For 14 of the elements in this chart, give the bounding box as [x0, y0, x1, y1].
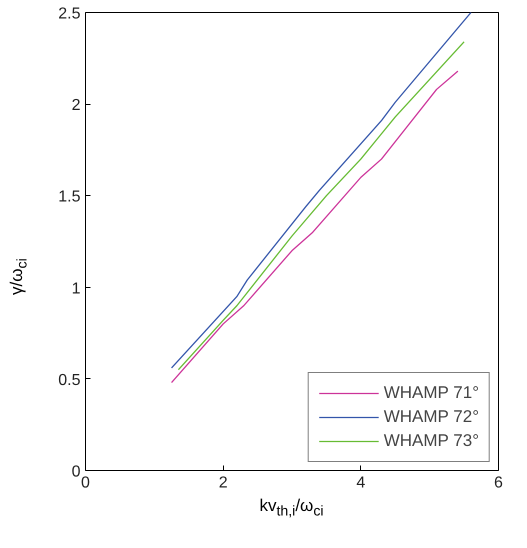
x-axis-title: kv$_{th,i}$/ω$_{ci}$ [258, 495, 325, 522]
legend-label: WHAMP 73° [384, 431, 479, 451]
y-tick-label: 1.5 [58, 188, 81, 206]
y-tick-label: 2.5 [58, 6, 81, 22]
y-tick-label: 2 [72, 97, 81, 114]
x-tick-label: 4 [356, 474, 366, 492]
x-tick-label: 6 [494, 474, 504, 492]
legend-label: WHAMP 71° [384, 383, 479, 403]
y-tick-label: 1 [72, 280, 81, 298]
y-tick-label: 0.5 [58, 372, 81, 389]
legend-label: WHAMP 72° [384, 407, 479, 427]
line-series [170, 70, 459, 384]
x-tick-label: 2 [218, 474, 228, 492]
y-tick-label: 0 [72, 464, 81, 480]
